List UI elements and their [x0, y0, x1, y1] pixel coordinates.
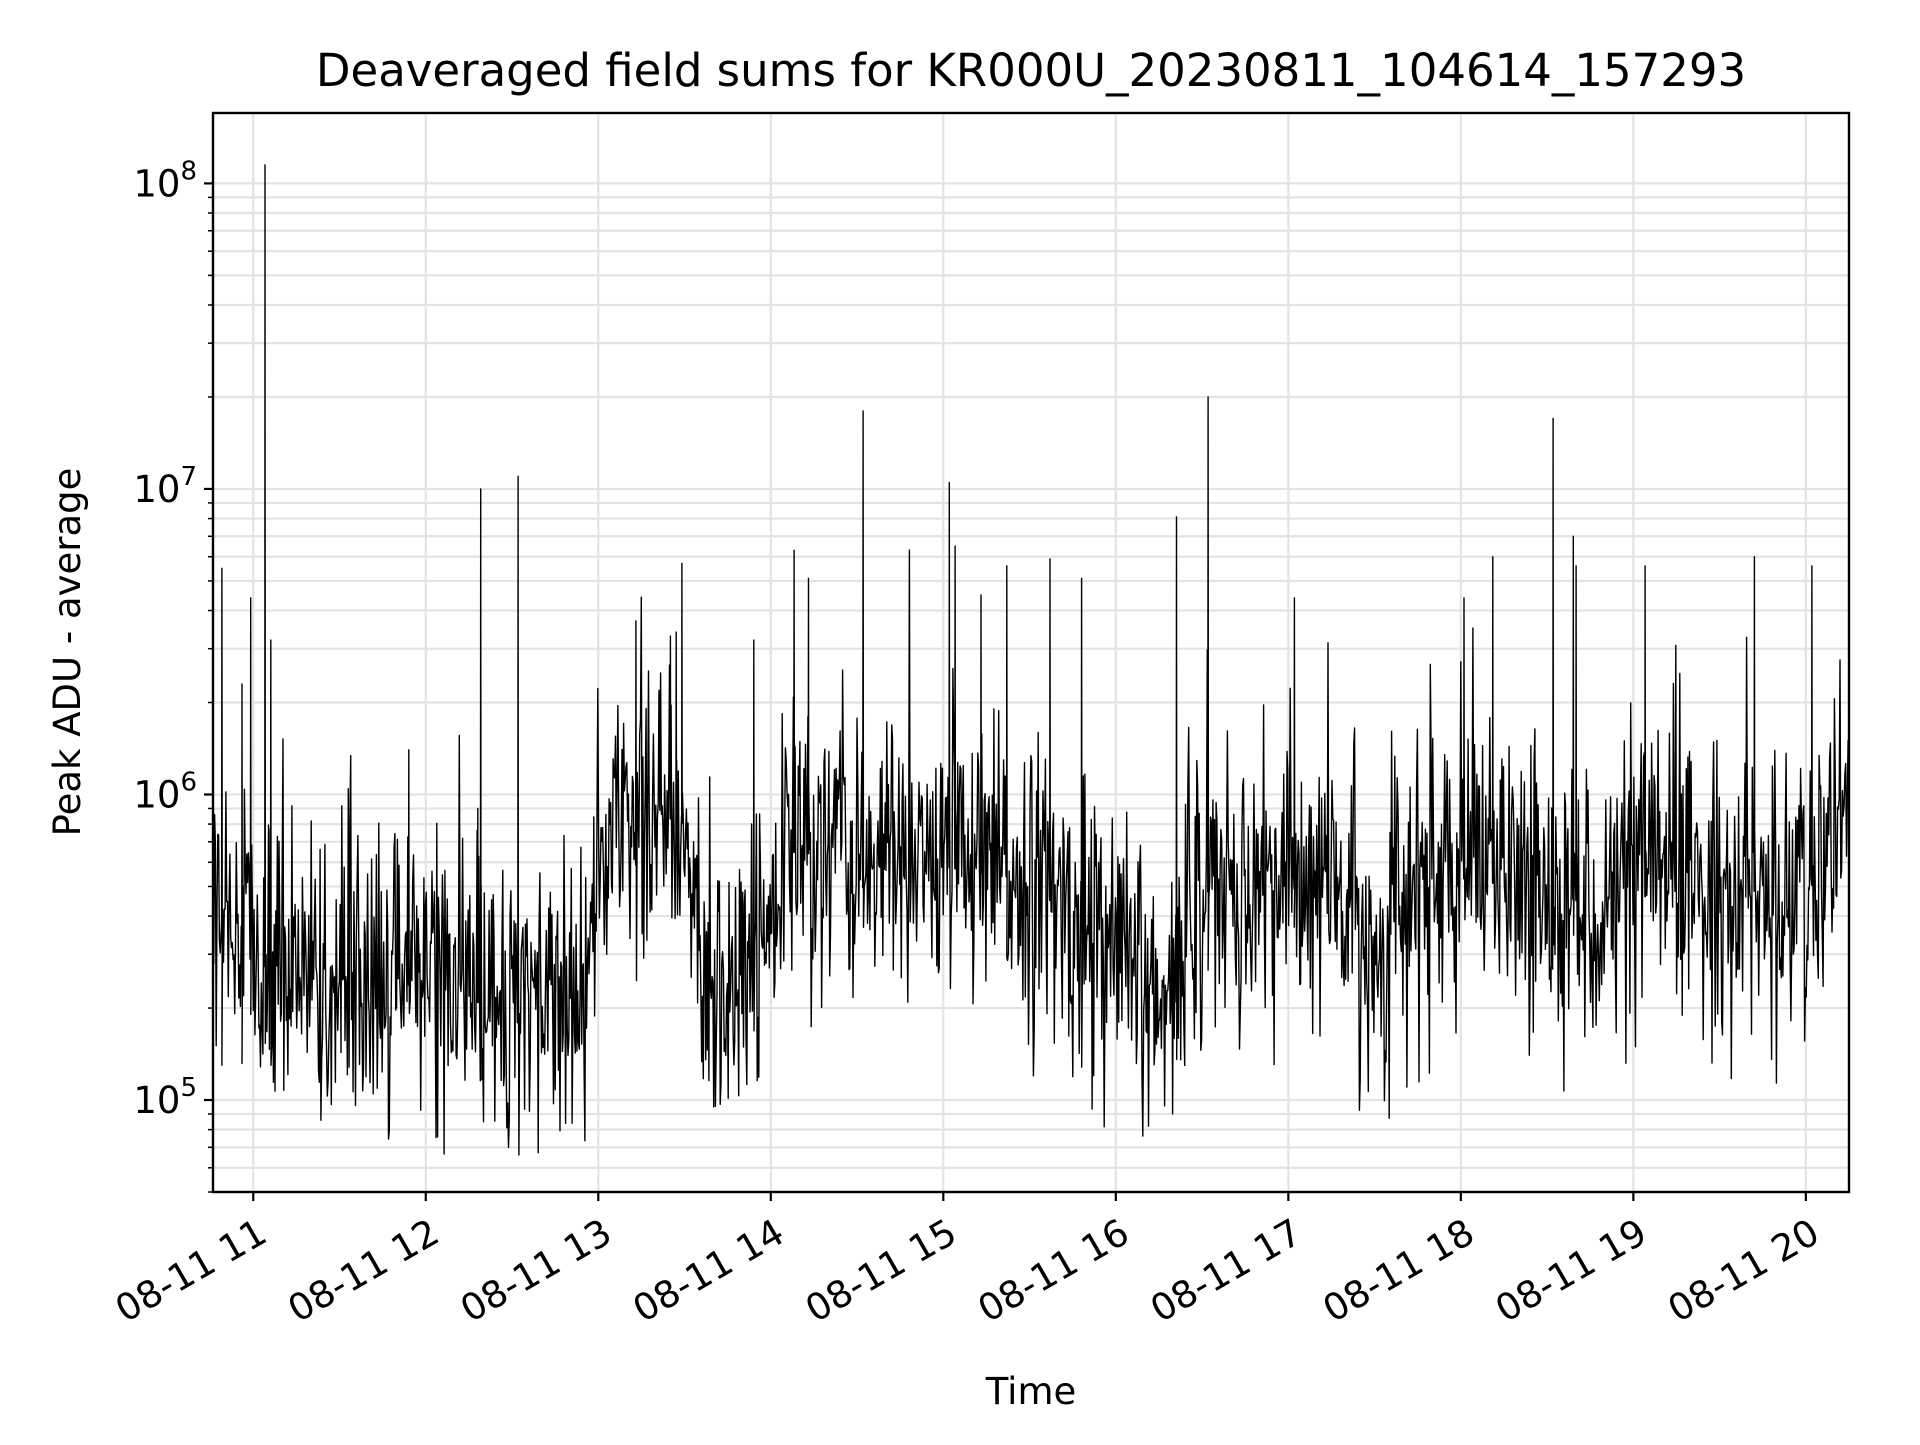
- series-line: [212, 164, 1850, 1156]
- chart-title: Deaveraged field sums for KR000U_2023081…: [316, 44, 1746, 97]
- x-axis-label: Time: [985, 1370, 1077, 1413]
- plot-frame: [211, 111, 1851, 1194]
- series-layer: [212, 164, 1850, 1156]
- y-axis-label: Peak ADU - average: [46, 468, 89, 837]
- y-tick-label: 105: [133, 1073, 197, 1122]
- y-tick-label: 107: [133, 462, 197, 511]
- y-tick-label: 108: [133, 156, 197, 205]
- y-tick-label: 106: [133, 767, 197, 816]
